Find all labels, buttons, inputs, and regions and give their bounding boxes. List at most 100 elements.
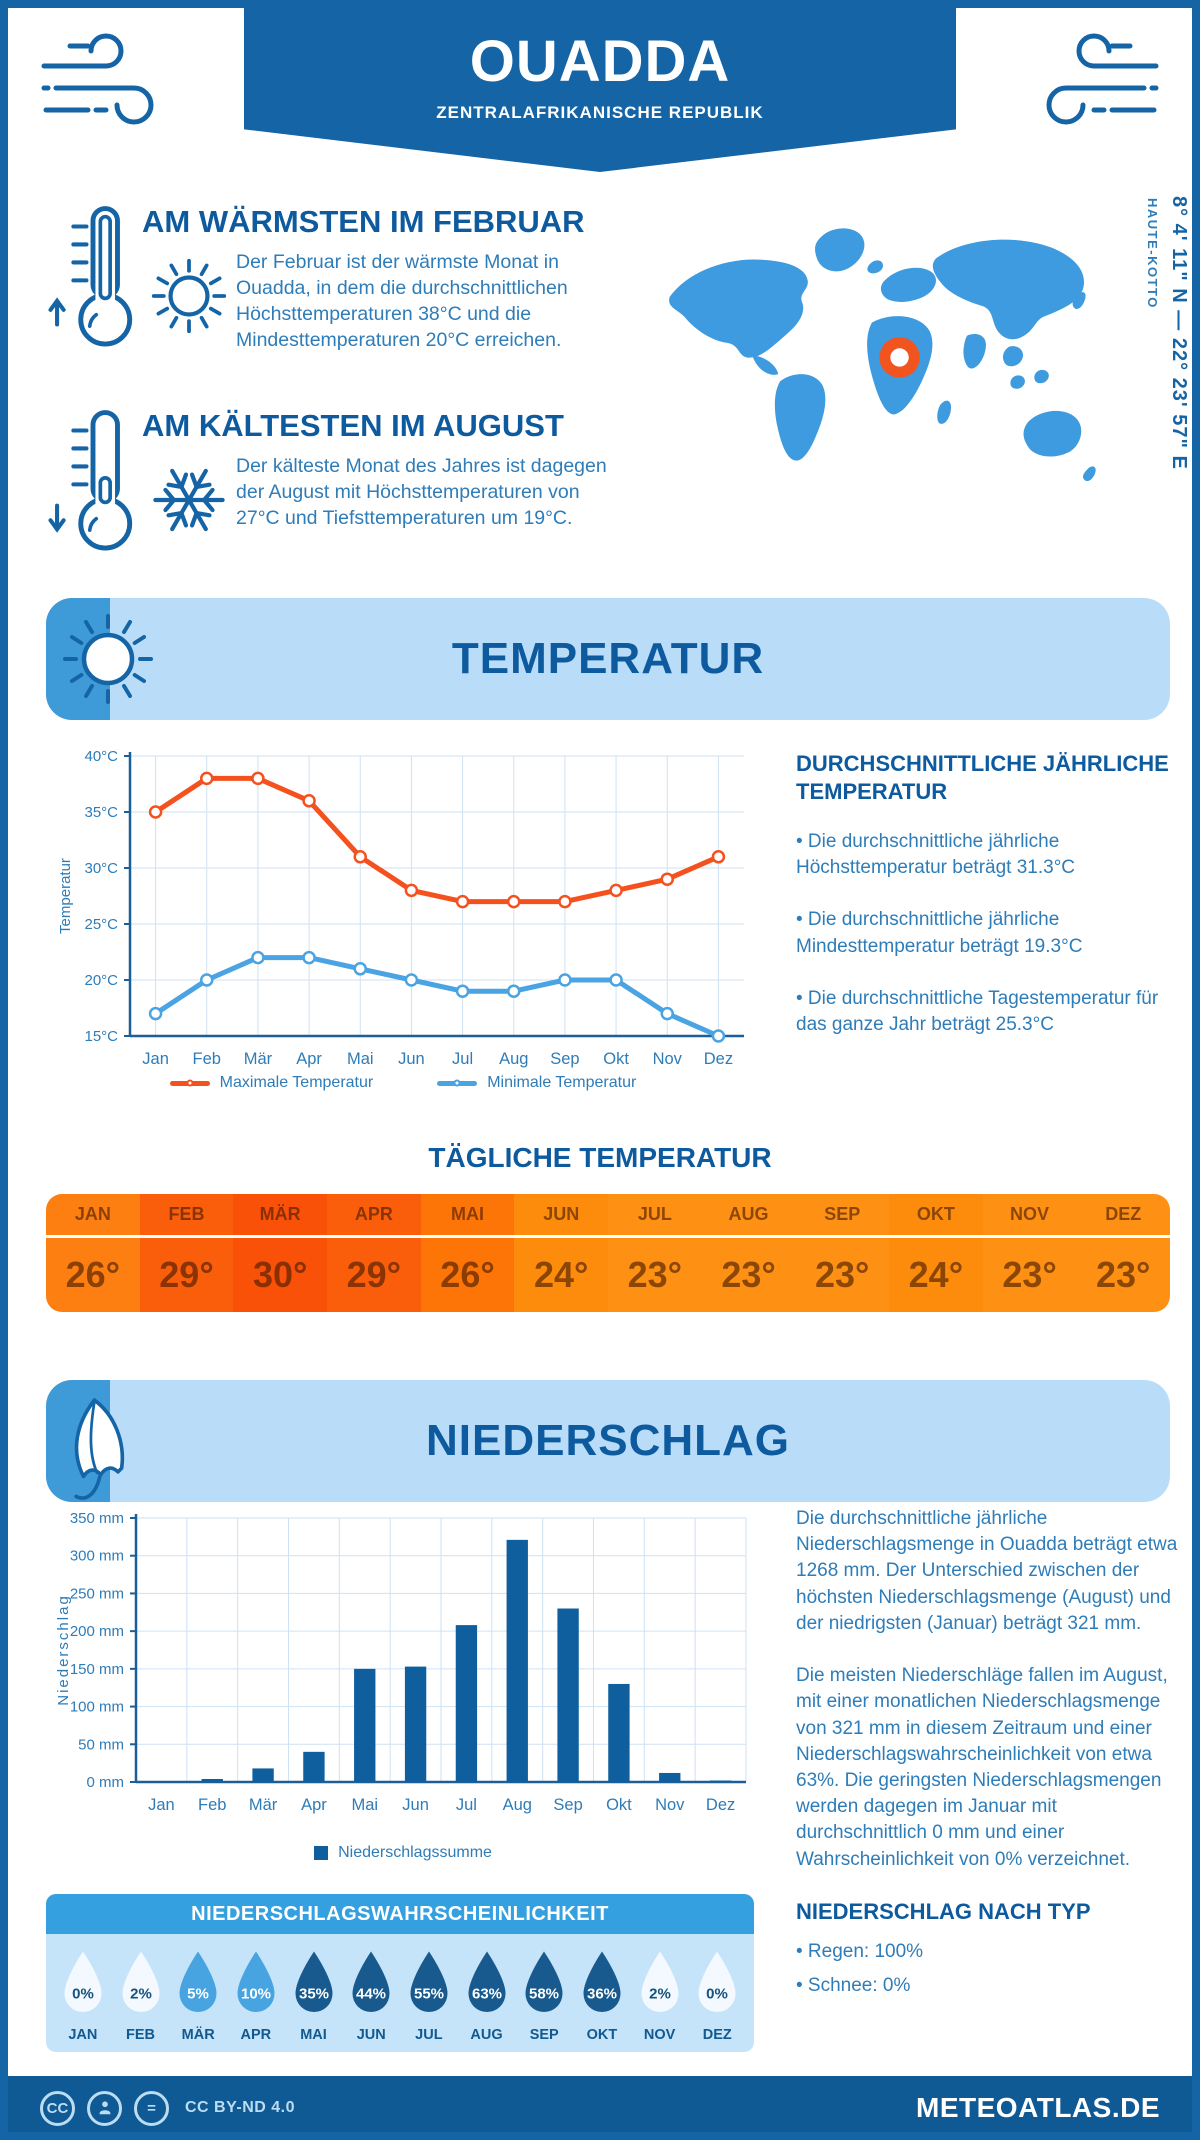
month-label: JUN	[356, 2027, 386, 2043]
probability-droplet: 10% APR	[227, 1942, 285, 2043]
month-label: NOV	[643, 2027, 676, 2043]
svg-text:15°C: 15°C	[84, 1028, 118, 1045]
svg-text:2%: 2%	[649, 1986, 671, 2003]
svg-text:20°C: 20°C	[84, 972, 118, 989]
svg-text:200 mm: 200 mm	[70, 1623, 124, 1640]
page-subtitle: ZENTRALAFRIKANISCHE REPUBLIK	[436, 103, 764, 122]
page-title: OUADDA	[469, 29, 731, 94]
precipitation-chart-legend: Niederschlagssumme	[48, 1844, 758, 1862]
probability-droplet: 44% JUN	[342, 1942, 400, 2043]
month-label: JAN	[68, 2027, 98, 2043]
thermometer-cold-icon	[44, 406, 142, 566]
coldest-text: Der kälteste Monat des Jahres ist dagege…	[236, 455, 607, 529]
month-label: DEZ	[1076, 1194, 1170, 1238]
month-label: SEP	[795, 1194, 890, 1238]
probability-droplet: 2% FEB	[112, 1942, 170, 2043]
svg-text:Okt: Okt	[606, 1796, 632, 1814]
svg-text:0%: 0%	[706, 1986, 728, 2003]
svg-text:Jan: Jan	[142, 1050, 169, 1068]
daily-temp-column: MÄR 30°	[233, 1194, 328, 1312]
month-label: MAI	[300, 2027, 327, 2043]
svg-text:Mai: Mai	[347, 1050, 374, 1068]
svg-text:50 mm: 50 mm	[78, 1736, 124, 1753]
coordinates-label: 8° 4' 11" N — 22° 23' 57" E	[1168, 196, 1190, 470]
daily-temperature-heading: TÄGLICHE TEMPERATUR	[428, 1142, 772, 1173]
svg-text:Dez: Dez	[706, 1796, 735, 1814]
month-label: OKT	[586, 2027, 618, 2043]
svg-text:250 mm: 250 mm	[70, 1585, 124, 1602]
daily-temp-column: JAN 26°	[46, 1194, 140, 1312]
month-label: JAN	[46, 1194, 140, 1238]
wind-icon	[30, 22, 202, 144]
paragraph: Die meisten Niederschläge fallen im Augu…	[796, 1665, 1168, 1870]
daily-temp-column: JUN 24°	[514, 1194, 609, 1312]
month-label: DEZ	[702, 2027, 732, 2043]
month-label: AUG	[470, 2027, 503, 2043]
temperature-summary-heading: DURCHSCHNITTLICHE JÄHRLICHE TEMPERATUR	[796, 751, 1169, 804]
svg-text:Jun: Jun	[398, 1050, 425, 1068]
daily-temp-column: MAI 26°	[420, 1194, 515, 1312]
legend-item: Maximale Temperatur	[169, 1074, 373, 1092]
probability-droplet: 0% DEZ	[688, 1942, 746, 2043]
svg-text:Mär: Mär	[244, 1050, 273, 1068]
svg-text:Jul: Jul	[456, 1796, 477, 1814]
svg-text:10%: 10%	[241, 1986, 271, 2003]
month-label: FEB	[139, 1194, 234, 1238]
probability-droplet: 0% JAN	[54, 1942, 112, 2043]
probability-droplet: 58% SEP	[515, 1942, 573, 2043]
svg-text:Aug: Aug	[503, 1796, 532, 1814]
precipitation-section-banner: NIEDERSCHLAG	[46, 1380, 1170, 1502]
header-banner: OUADDA ZENTRALAFRIKANISCHE REPUBLIK	[244, 8, 956, 172]
svg-text:Apr: Apr	[301, 1796, 327, 1814]
svg-text:5%: 5%	[187, 1986, 209, 2003]
svg-text:Aug: Aug	[499, 1050, 528, 1068]
month-label: JUL	[415, 2027, 443, 2043]
precipitation-type-heading: NIEDERSCHLAG NACH TYP	[796, 1898, 1091, 1924]
svg-text:Jun: Jun	[402, 1796, 429, 1814]
temperature-value: 23°	[627, 1254, 683, 1295]
snowflake-icon	[142, 454, 236, 547]
no-derivatives-icon: =	[134, 2090, 169, 2126]
legend-item: Niederschlagssumme	[314, 1844, 492, 1862]
cc-icon: CC	[40, 2090, 75, 2126]
coldest-month-block: AM KÄLTESTEN IM AUGUST	[44, 406, 622, 566]
warmest-month-block: AM WÄRMSTEN IM FEBRUAR Der Februar ist d…	[44, 202, 622, 362]
month-label: MAI	[420, 1194, 515, 1238]
svg-text:Sep: Sep	[550, 1050, 579, 1068]
daily-temp-column: FEB 29°	[139, 1194, 234, 1312]
svg-text:2%: 2%	[130, 1986, 152, 2003]
footer: CC = CC BY-ND 4.0 METEOATLAS.DE	[8, 2076, 1192, 2132]
svg-text:Mär: Mär	[249, 1796, 278, 1814]
temperature-value: 26°	[65, 1254, 121, 1295]
daily-temp-column: JUL 23°	[608, 1194, 702, 1312]
svg-text:Nov: Nov	[653, 1050, 683, 1068]
temperature-value: 26°	[440, 1254, 495, 1295]
svg-text:36%: 36%	[587, 1986, 617, 2003]
warmest-text: Der Februar ist der wärmste Monat in Oua…	[236, 251, 568, 351]
daily-temp-column: DEZ 23°	[1076, 1194, 1170, 1312]
svg-text:0 mm: 0 mm	[87, 1774, 125, 1791]
month-label: SEP	[529, 2027, 559, 2043]
svg-text:25°C: 25°C	[84, 916, 118, 933]
svg-text:Feb: Feb	[198, 1796, 226, 1814]
bullet-item: • Regen: 100%	[796, 1940, 924, 1962]
temperature-section-banner: TEMPERATUR	[46, 598, 1170, 720]
temperature-value: 29°	[346, 1254, 402, 1295]
temperature-value: 23°	[814, 1254, 870, 1295]
svg-text:35°C: 35°C	[84, 804, 118, 821]
probability-droplet: 5% MÄR	[169, 1942, 227, 2043]
temperature-value: 24°	[908, 1254, 964, 1295]
sun-icon	[142, 250, 236, 343]
daily-temp-column: OKT 24°	[889, 1194, 983, 1312]
daily-temp-column: NOV 23°	[982, 1194, 1077, 1312]
temperature-summary: DURCHSCHNITTLICHE JÄHRLICHE TEMPERATUR •…	[796, 750, 1178, 1064]
temperature-value: 23°	[1096, 1254, 1151, 1295]
svg-text:300 mm: 300 mm	[70, 1548, 124, 1565]
precipitation-probability-heading: NIEDERSCHLAGSWAHRSCHEINLICHKEIT	[46, 1894, 754, 1934]
temperature-chart-legend: Maximale Temperatur Minimale Temperatur	[48, 1074, 758, 1092]
license-badge[interactable]: CC = CC BY-ND 4.0	[40, 2090, 295, 2126]
site-link[interactable]: METEOATLAS.DE	[916, 2092, 1160, 2123]
location-marker	[879, 337, 920, 378]
svg-text:Temperatur: Temperatur	[57, 858, 74, 934]
